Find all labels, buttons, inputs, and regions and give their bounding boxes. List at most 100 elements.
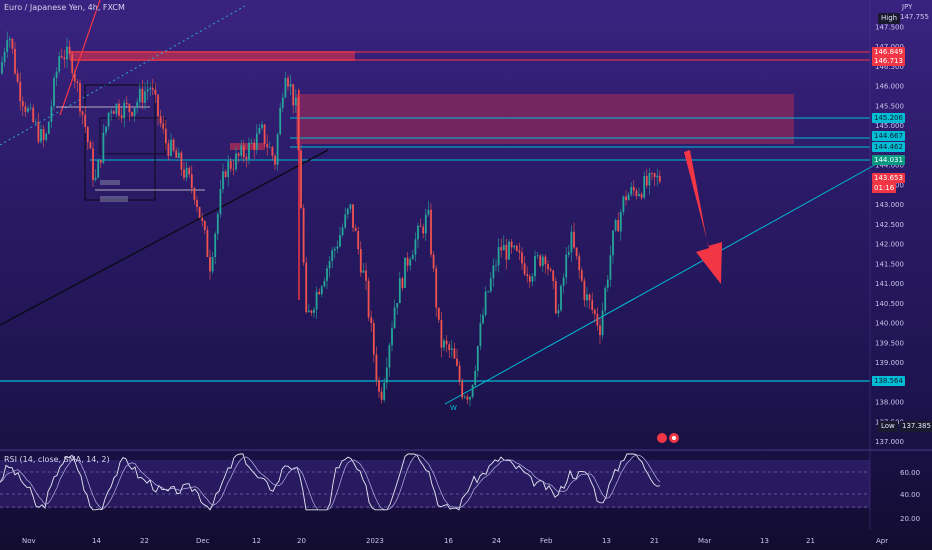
price-tag-last-price[interactable]: 143.653 xyxy=(872,173,905,183)
candle-body xyxy=(391,328,393,346)
candles[interactable] xyxy=(1,31,661,407)
candle-body xyxy=(547,264,549,270)
candle-body xyxy=(149,88,152,90)
candle-body xyxy=(302,208,305,263)
candle-body xyxy=(162,123,165,129)
candle-body xyxy=(518,250,521,253)
time-label: 12 xyxy=(252,537,261,545)
dotted-trendline[interactable] xyxy=(0,5,246,146)
candle-body xyxy=(120,115,123,119)
candle-body xyxy=(339,235,341,247)
candle-body xyxy=(497,247,500,266)
candle-body xyxy=(266,143,269,148)
candle-body xyxy=(271,147,274,156)
price-tag-level-144031[interactable]: 144.031 xyxy=(872,155,905,165)
price-label: 143.000 xyxy=(875,201,904,209)
rsi-line[interactable] xyxy=(0,453,661,511)
candle-body xyxy=(336,246,339,249)
candle-body xyxy=(427,209,430,215)
candle-body xyxy=(170,139,172,156)
candle-body xyxy=(599,325,601,336)
candle-body xyxy=(443,340,445,348)
candle-body xyxy=(489,278,492,292)
uptrend-line-black[interactable] xyxy=(0,149,329,326)
candle-body xyxy=(359,249,362,273)
candle-body xyxy=(27,108,29,112)
candle-body xyxy=(344,214,347,228)
candle-body xyxy=(531,276,534,282)
candle-body xyxy=(549,269,552,271)
candle-body xyxy=(515,245,518,251)
candle-body xyxy=(417,225,419,240)
time-label: 21 xyxy=(650,537,659,545)
time-label: 16 xyxy=(444,537,453,545)
price-tag-level-144462[interactable]: 144.462 xyxy=(872,142,905,152)
time-label: Nov xyxy=(22,537,36,545)
candle-body xyxy=(333,248,336,251)
candle-body xyxy=(331,250,334,262)
candle-body xyxy=(232,168,235,170)
price-label: 138.000 xyxy=(875,399,904,407)
candle-body xyxy=(440,319,443,348)
price-tag-countdown[interactable]: 01:16 xyxy=(872,183,897,193)
candle-body xyxy=(479,323,482,347)
flash-icon[interactable] xyxy=(657,433,667,443)
price-tag-level-145206[interactable]: 145.206 xyxy=(872,113,905,123)
candle-body xyxy=(534,255,536,277)
candle-body xyxy=(136,101,139,109)
candle-body xyxy=(619,212,622,232)
time-axis[interactable]: Nov 14 22 Dec 12 20 2023 16 24 Feb 13 21 Mar 13 21 Apr xyxy=(22,537,888,545)
price-tag-level-146713[interactable]: 146.713 xyxy=(872,56,905,66)
candle-body xyxy=(508,241,510,260)
rsi-sma-line[interactable] xyxy=(0,454,661,511)
candle-body xyxy=(115,103,118,114)
candle-body xyxy=(71,54,74,74)
time-label: 13 xyxy=(602,537,611,545)
price-tag-level-146849[interactable]: 146.849 xyxy=(872,47,905,57)
candle-body xyxy=(29,107,32,109)
small-grey-zone-2[interactable] xyxy=(100,180,120,185)
price-tag-level-138564[interactable]: 138.564 xyxy=(872,376,905,386)
time-label: 2023 xyxy=(366,537,384,545)
candle-body xyxy=(151,88,154,90)
candle-body xyxy=(450,348,453,350)
bearish-arrow[interactable] xyxy=(684,150,722,284)
rsi-band xyxy=(0,460,870,508)
candle-body xyxy=(141,88,144,103)
candle-body xyxy=(16,73,19,82)
rsi-axis[interactable]: 60.00 40.00 20.00 xyxy=(900,469,920,523)
currency-label: JPY xyxy=(902,3,913,11)
small-grey-zone[interactable] xyxy=(100,196,128,202)
uptrend-line-cyan[interactable] xyxy=(444,161,881,405)
candle-body xyxy=(326,268,328,281)
price-label: 142.500 xyxy=(875,221,904,229)
small-red-zone[interactable] xyxy=(230,143,265,150)
candle-body xyxy=(495,265,497,267)
supply-zone[interactable] xyxy=(296,94,794,144)
candle-body xyxy=(536,255,539,257)
candle-body xyxy=(323,280,326,287)
candle-body xyxy=(175,150,178,158)
price-tag-level-144667[interactable]: 144.667 xyxy=(872,131,905,141)
candle-body xyxy=(76,81,79,83)
candle-body xyxy=(123,102,126,119)
candle-body xyxy=(622,196,625,213)
resistance-zone-top[interactable] xyxy=(70,51,355,61)
candle-body xyxy=(268,147,271,148)
candle-body xyxy=(466,396,469,400)
candle-body xyxy=(8,38,11,41)
candle-body xyxy=(193,188,196,201)
candle-body xyxy=(89,142,92,149)
candle-body xyxy=(401,278,404,288)
candle-body xyxy=(196,200,198,208)
candle-body xyxy=(172,139,175,151)
candle-body xyxy=(539,255,542,266)
red-steep-line[interactable] xyxy=(59,0,101,116)
candle-body xyxy=(393,307,396,329)
candle-body xyxy=(414,239,417,255)
candle-body xyxy=(656,175,659,178)
candle-body xyxy=(352,204,354,228)
rsi-indicator-label[interactable]: RSI (14, close, SMA, 14, 2) xyxy=(4,455,110,464)
